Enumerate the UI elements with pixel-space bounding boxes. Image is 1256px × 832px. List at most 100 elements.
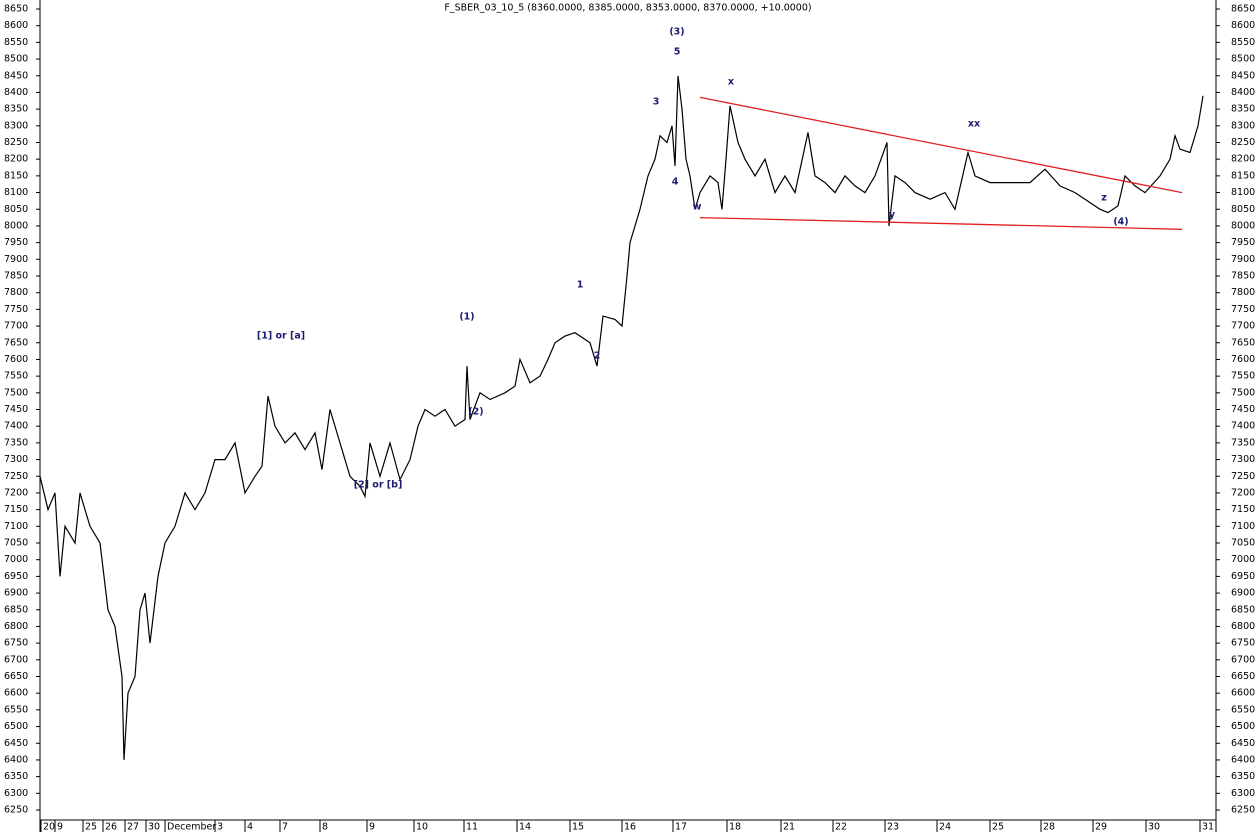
y-tick-label: 7800 — [4, 287, 28, 298]
y-tick-label-right: 7150 — [1231, 504, 1255, 515]
y-tick-label-right: 8600 — [1231, 20, 1255, 31]
wave-label: [2] or [b] — [354, 479, 403, 490]
y-tick-label: 7400 — [4, 421, 28, 432]
y-tick-label: 8500 — [4, 54, 28, 65]
y-tick-label-right: 6350 — [1231, 771, 1255, 782]
y-tick-label-right: 8400 — [1231, 87, 1255, 98]
x-tick-label: 24 — [939, 822, 951, 832]
y-tick-label: 6850 — [4, 604, 28, 615]
wave-label: [1] or [a] — [257, 331, 305, 342]
y-tick-label-right: 6550 — [1231, 704, 1255, 715]
y-tick-label-right: 8100 — [1231, 187, 1255, 198]
price-line — [39, 75, 1204, 760]
y-tick-label-right: 6300 — [1231, 788, 1255, 799]
y-tick-label-right: 7450 — [1231, 404, 1255, 415]
trend-line — [699, 96, 1183, 194]
wave-label: (4) — [1113, 216, 1128, 227]
y-tick-label: 8300 — [4, 120, 28, 131]
y-tick-label: 8100 — [4, 187, 28, 198]
y-tick-label-right: 7800 — [1231, 287, 1255, 298]
x-tick-label: 7 — [282, 822, 288, 832]
x-tick-label: 29 — [1095, 822, 1107, 832]
y-tick-label-right: 7650 — [1231, 337, 1255, 348]
y-tick-label: 6550 — [4, 704, 28, 715]
x-tick-label: 18 — [729, 822, 741, 832]
x-tick-label: 30 — [1148, 822, 1160, 832]
x-tick-label: 22 — [835, 822, 847, 832]
y-tick-label-right: 6900 — [1231, 588, 1255, 599]
y-tick-label: 7250 — [4, 471, 28, 482]
wave-label: 1 — [577, 280, 584, 291]
y-tick-label: 7150 — [4, 504, 28, 515]
y-tick-label-right: 8450 — [1231, 70, 1255, 81]
x-tick-label: 27 — [127, 822, 139, 832]
y-tick-label-right: 6250 — [1231, 805, 1255, 816]
y-tick-label-right: 6800 — [1231, 621, 1255, 632]
y-tick-label-right: 7750 — [1231, 304, 1255, 315]
y-tick-label: 6900 — [4, 588, 28, 599]
y-tick-label: 7600 — [4, 354, 28, 365]
y-tick-label: 7100 — [4, 521, 28, 532]
wave-label: (1) — [459, 312, 474, 323]
y-tick-label: 8650 — [4, 4, 28, 15]
y-tick-label: 6450 — [4, 738, 28, 749]
y-tick-label-right: 7550 — [1231, 371, 1255, 382]
chart-title: F_SBER_03_10_5 (8360.0000, 8385.0000, 83… — [444, 3, 811, 14]
y-tick-label: 6700 — [4, 654, 28, 665]
y-tick-label: 6250 — [4, 805, 28, 816]
x-tick-label: 17 — [675, 822, 687, 832]
y-tick-label: 8150 — [4, 170, 28, 181]
y-tick-label: 7450 — [4, 404, 28, 415]
y-tick-label-right: 6400 — [1231, 754, 1255, 765]
x-tick-label: 10 — [416, 822, 428, 832]
y-tick-label-right: 7400 — [1231, 421, 1255, 432]
x-tick-label: 25 — [85, 822, 97, 832]
trend-line — [699, 216, 1183, 230]
x-tick-label: 11 — [466, 822, 478, 832]
y-tick-label-right: 6850 — [1231, 604, 1255, 615]
y-tick-label-right: 7600 — [1231, 354, 1255, 365]
y-tick-label-right: 7350 — [1231, 437, 1255, 448]
x-tick-label: 25 — [992, 822, 1004, 832]
x-tick-label: 4 — [247, 822, 253, 832]
wave-label: x — [728, 77, 734, 88]
y-tick-label-right: 8500 — [1231, 54, 1255, 65]
y-tick-label: 8550 — [4, 37, 28, 48]
x-tick-label: 28 — [1043, 822, 1055, 832]
y-tick-label-right: 7100 — [1231, 521, 1255, 532]
y-tick-label: 6950 — [4, 571, 28, 582]
wave-label: z — [1101, 192, 1107, 203]
y-tick-label-right: 6500 — [1231, 721, 1255, 732]
y-tick-label: 6500 — [4, 721, 28, 732]
y-tick-label-right: 7900 — [1231, 254, 1255, 265]
y-tick-label-right: 6600 — [1231, 688, 1255, 699]
wave-label: 5 — [674, 47, 681, 58]
wave-label: (3) — [669, 27, 684, 38]
x-tick-label: 16 — [624, 822, 636, 832]
y-tick-label: 6350 — [4, 771, 28, 782]
wave-label: 2 — [594, 351, 601, 362]
y-tick-label-right: 8300 — [1231, 120, 1255, 131]
y-tick-label-right: 7700 — [1231, 321, 1255, 332]
wave-label: (2) — [468, 406, 483, 417]
x-tick-label: 15 — [572, 822, 584, 832]
y-tick-label: 7750 — [4, 304, 28, 315]
y-tick-label: 8400 — [4, 87, 28, 98]
x-tick-label: 30 — [148, 822, 160, 832]
y-tick-label-right: 7500 — [1231, 387, 1255, 398]
y-tick-label-right: 6950 — [1231, 571, 1255, 582]
y-tick-label: 6300 — [4, 788, 28, 799]
x-tick-label: December — [167, 822, 216, 832]
y-tick-label: 6750 — [4, 638, 28, 649]
wave-label: 3 — [653, 97, 660, 108]
x-tick-label: 8 — [322, 822, 328, 832]
y-tick-label-right: 8550 — [1231, 37, 1255, 48]
y-tick-label-right: 6700 — [1231, 654, 1255, 665]
y-tick-label: 7300 — [4, 454, 28, 465]
y-tick-label: 7350 — [4, 437, 28, 448]
wave-label: w — [693, 201, 702, 212]
y-tick-label-right: 6650 — [1231, 671, 1255, 682]
y-tick-label: 7050 — [4, 538, 28, 549]
